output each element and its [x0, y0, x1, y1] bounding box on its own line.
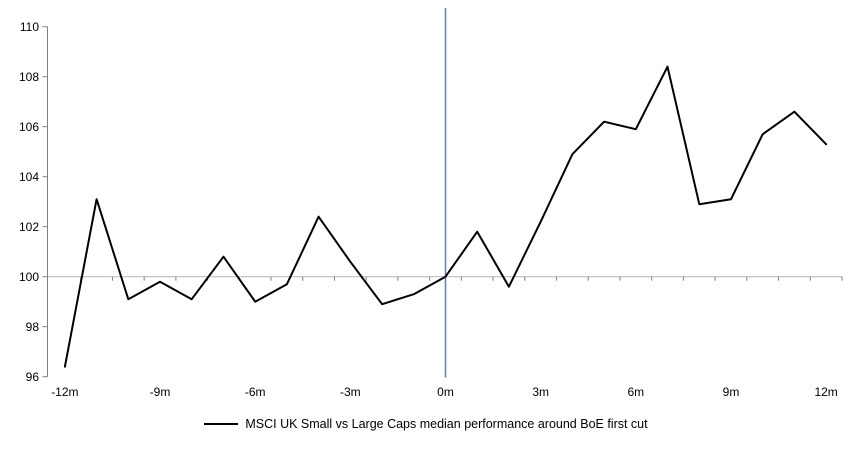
series-line: [63, 65, 828, 368]
y-tick-label: 96: [26, 370, 40, 384]
y-tick-label: 104: [19, 170, 39, 184]
x-tick-label: -3m: [340, 385, 361, 399]
x-tick-label: -12m: [51, 385, 78, 399]
y-tick-label: 98: [26, 320, 40, 334]
x-tick-label: 3m: [532, 385, 549, 399]
y-tick-label: 102: [19, 220, 39, 234]
x-tick-label: 12m: [814, 385, 837, 399]
x-tick-label: 6m: [627, 385, 644, 399]
x-tick-label: 0m: [437, 385, 454, 399]
x-tick-label: 9m: [723, 385, 740, 399]
x-tick-label: -6m: [245, 385, 266, 399]
y-tick-label: 100: [19, 270, 39, 284]
legend-line-swatch: [204, 423, 239, 425]
legend-label: MSCI UK Small vs Large Caps median perfo…: [245, 417, 648, 431]
y-tick-label: 110: [20, 20, 39, 34]
legend: MSCI UK Small vs Large Caps median perfo…: [0, 417, 852, 431]
x-tick-label: -9m: [150, 385, 171, 399]
y-tick-label: 106: [19, 120, 39, 134]
y-tick-label: 108: [19, 70, 39, 84]
